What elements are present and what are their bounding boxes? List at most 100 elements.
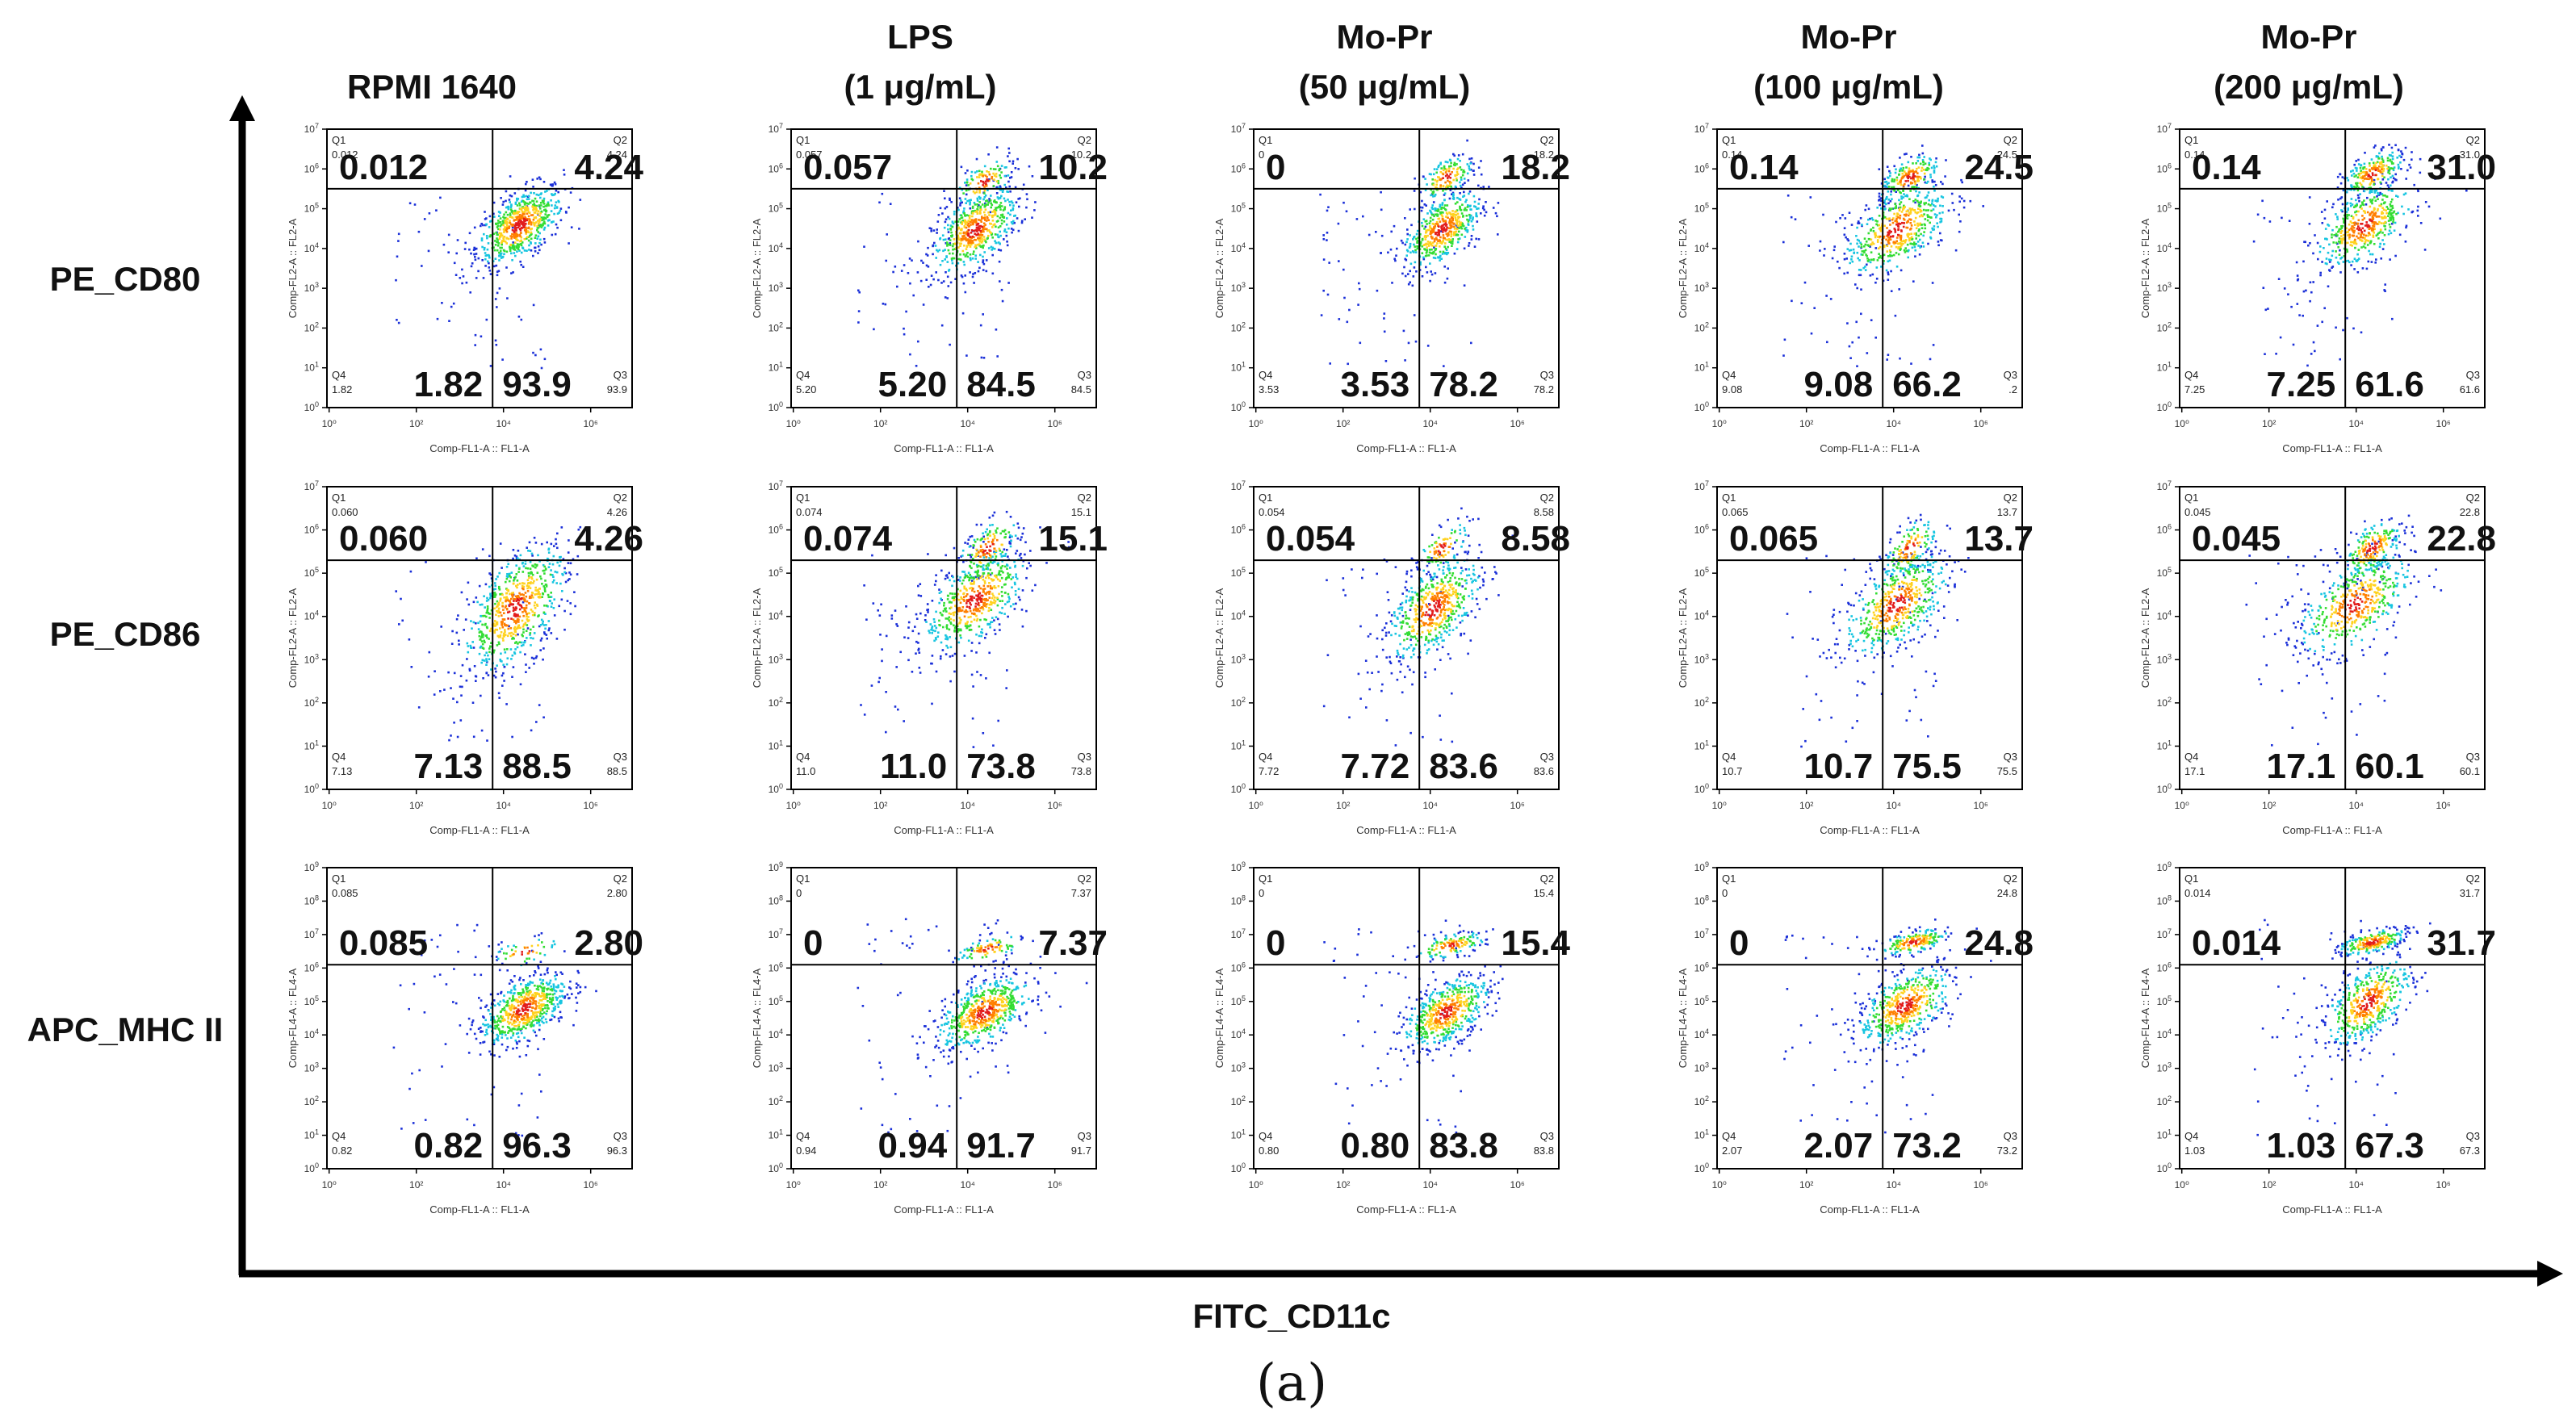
x-tick-label: 10² [873,418,887,429]
event-dot [2378,220,2381,224]
event-dot [1007,155,1009,157]
event-dot [2383,234,2386,236]
event-dot [510,272,513,274]
event-dot [1441,202,1444,204]
event-dot [1866,352,1869,354]
event-dot [1462,224,1465,228]
event-dot [507,611,509,613]
event-dot [2357,232,2360,235]
event-dot [503,228,506,231]
event-dot [2372,214,2375,216]
event-dot [548,219,551,221]
event-dot [1935,216,1937,219]
event-dot [531,199,534,203]
event-dot [473,246,475,249]
event-dot [2353,163,2356,166]
event-dot [1890,230,1892,233]
event-dot [435,209,438,211]
event-dot [978,195,981,199]
event-dot [518,249,521,252]
event-dot [1895,215,1898,218]
event-dot [2359,193,2361,195]
event-dot [1876,207,1879,209]
event-dot [502,224,505,227]
event-dot [2391,211,2394,215]
event-dot [1871,219,1874,221]
event-dot [1883,236,1885,240]
event-dot [974,171,977,174]
event-dot [1863,245,1866,248]
event-dot [863,584,865,587]
x-tick-label: 10⁰ [322,800,337,811]
event-dot [2336,234,2339,236]
event-dot [485,235,488,237]
event-dot [514,613,517,616]
event-dot [963,237,966,241]
event-dot [1894,231,1897,233]
event-dot [487,598,490,601]
event-dot [1448,241,1451,243]
event-dot [977,236,979,240]
event-dot [1907,184,1910,187]
event-dot [1009,203,1012,207]
event-dot [1447,245,1449,249]
event-dot [1872,230,1875,232]
event-dot [1025,193,1028,195]
event-dot [1012,222,1014,225]
event-dot [2298,314,2301,316]
event-dot [522,628,525,631]
x-tick-label: 10⁰ [322,418,337,429]
event-dot [2366,244,2369,246]
event-dot [520,239,523,242]
event-dot [1889,253,1891,257]
event-dot [1906,243,1909,246]
event-dot [1444,220,1447,223]
event-dot [502,221,505,224]
event-dot [1899,214,1902,217]
event-dot [1452,225,1455,228]
event-dot [1432,230,1435,233]
event-dot [453,262,456,265]
event-dot [505,199,507,203]
event-dot [2394,144,2397,147]
event-dot [1880,266,1883,268]
event-dot [1443,166,1446,169]
event-dot [523,600,526,603]
event-dot [1448,184,1451,187]
event-dot [535,200,538,203]
event-dot [957,224,959,227]
event-dot [935,257,937,259]
event-dot [509,600,511,603]
event-dot [2350,198,2353,200]
event-dot [2379,169,2381,172]
event-dot [1008,160,1011,163]
event-dot [498,237,501,241]
event-dot [1904,251,1907,253]
event-dot [1002,209,1005,211]
y-tick-exponent: 2 [315,320,319,329]
event-dot [915,365,918,367]
event-dot [550,569,552,571]
event-dot [498,588,501,591]
event-dot [527,550,530,552]
event-dot [1869,274,1872,277]
event-dot [410,666,413,668]
event-dot [2371,217,2374,220]
event-dot [1913,232,1916,235]
x-tick-label: 10⁴ [496,418,511,429]
event-dot [1464,229,1468,232]
event-dot [2352,226,2356,229]
event-dot [480,634,484,637]
event-dot [973,250,975,253]
event-dot [569,562,572,565]
event-dot [982,255,984,258]
event-dot [2373,225,2376,228]
q2-percentage: 24.5 [1964,148,2034,187]
event-dot [1467,223,1469,225]
event-dot [2283,287,2286,290]
event-dot [1900,211,1904,213]
y-tick-exponent: 6 [2168,161,2172,169]
event-dot [1006,669,1008,672]
event-dot [1413,266,1416,269]
event-dot [1895,240,1898,242]
